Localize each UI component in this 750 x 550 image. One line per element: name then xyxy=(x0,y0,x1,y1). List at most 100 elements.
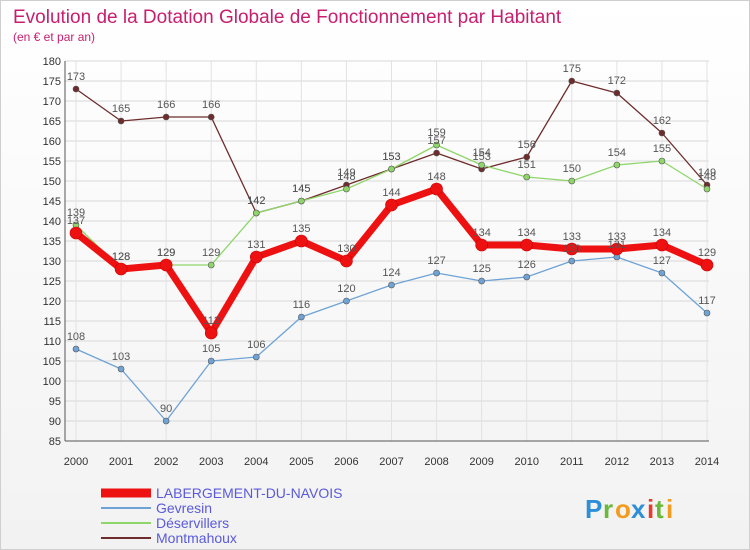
data-point xyxy=(117,117,125,125)
y-tick-label: 115 xyxy=(43,316,61,328)
data-label: 153 xyxy=(382,151,400,163)
data-label: 134 xyxy=(653,227,671,239)
x-tick-label: 2005 xyxy=(289,456,313,468)
data-point xyxy=(385,198,398,212)
data-point xyxy=(207,113,215,121)
y-tick-label: 125 xyxy=(43,276,61,288)
data-label: 144 xyxy=(382,187,400,199)
x-tick-label: 2004 xyxy=(244,456,268,468)
data-point xyxy=(523,273,531,281)
data-label: 172 xyxy=(608,75,626,87)
y-tick-label: 135 xyxy=(43,236,61,248)
data-point xyxy=(252,353,260,361)
data-point xyxy=(475,238,488,252)
data-label: 126 xyxy=(518,259,536,271)
x-tick-label: 2001 xyxy=(109,456,133,468)
y-tick-label: 175 xyxy=(43,76,61,88)
data-point xyxy=(117,365,125,373)
data-label: 145 xyxy=(292,183,310,195)
chart-title: Evolution de la Dotation Globale de Fonc… xyxy=(13,7,562,28)
data-point xyxy=(613,89,621,97)
legend-entry: Déservillers xyxy=(156,515,229,531)
data-label: 134 xyxy=(518,227,536,239)
data-label: 165 xyxy=(112,103,130,115)
data-label: 151 xyxy=(518,159,536,171)
series-lines xyxy=(69,77,714,425)
legend-entry: LABERGEMENT-DU-NAVOIS xyxy=(156,485,342,501)
data-point xyxy=(343,185,350,193)
data-point xyxy=(207,357,215,365)
data-label: 106 xyxy=(247,339,265,351)
data-label: 130 xyxy=(563,243,581,255)
data-label: 149 xyxy=(337,167,355,179)
logo-letter: x xyxy=(631,494,646,524)
data-label: 131 xyxy=(608,239,626,251)
data-point xyxy=(703,309,711,317)
y-tick-label: 85 xyxy=(49,436,61,448)
data-label: 116 xyxy=(293,299,311,311)
data-label: 156 xyxy=(518,139,536,151)
data-label: 128 xyxy=(112,251,130,263)
y-tick-label: 110 xyxy=(43,336,61,348)
data-point xyxy=(703,185,711,193)
y-tick-label: 180 xyxy=(43,56,61,68)
data-label: 148 xyxy=(337,171,355,183)
data-label: 133 xyxy=(563,231,581,243)
axes: 85 90 95 100 105 110 115 120 125 130 135 140 145 150 1… xyxy=(43,56,720,468)
data-point xyxy=(478,277,485,285)
data-label: 155 xyxy=(653,143,671,155)
data-point xyxy=(520,238,534,252)
logo-letter: o xyxy=(615,494,631,524)
data-point xyxy=(295,234,308,248)
data-point xyxy=(523,173,531,181)
data-label: 157 xyxy=(427,135,445,147)
data-point xyxy=(340,254,353,268)
x-tick-label: 2006 xyxy=(334,456,358,468)
data-label: 166 xyxy=(202,99,220,111)
logo-letter: r xyxy=(603,494,613,524)
data-label: 117 xyxy=(698,295,716,307)
x-tick-label: 2012 xyxy=(605,456,629,468)
data-label: 134 xyxy=(472,227,490,239)
data-label: 153 xyxy=(382,151,400,163)
y-tick-label: 170 xyxy=(43,96,61,108)
data-label: 148 xyxy=(427,171,445,183)
data-point xyxy=(658,269,666,277)
legend: LABERGEMENT-DU-NAVOISGevresinDéserviller… xyxy=(101,485,342,546)
data-label: 175 xyxy=(563,63,581,75)
y-tick-label: 130 xyxy=(43,256,61,268)
data-point xyxy=(523,153,531,161)
data-label: 120 xyxy=(337,283,355,295)
data-label: 129 xyxy=(698,247,716,259)
x-tick-label: 2000 xyxy=(64,456,88,468)
legend-entry: Gevresin xyxy=(156,500,212,516)
data-label: 124 xyxy=(382,267,400,279)
data-label: 127 xyxy=(427,255,445,267)
x-tick-label: 2008 xyxy=(424,456,448,468)
y-tick-label: 155 xyxy=(43,156,61,168)
logo-letter: i xyxy=(647,494,654,524)
data-point xyxy=(610,242,624,256)
data-point xyxy=(655,238,669,252)
data-point xyxy=(565,242,579,256)
x-tick-label: 2007 xyxy=(379,456,403,468)
data-label: 154 xyxy=(608,147,626,159)
data-label: 135 xyxy=(292,223,310,235)
x-tick-label: 2003 xyxy=(199,456,223,468)
logo-letter: P xyxy=(585,494,602,524)
data-point xyxy=(162,113,170,121)
data-point xyxy=(162,417,170,425)
data-point xyxy=(69,226,83,240)
data-label: 149 xyxy=(698,167,716,179)
y-tick-label: 160 xyxy=(43,136,61,148)
data-point xyxy=(430,182,443,196)
data-label: 142 xyxy=(247,195,265,207)
data-label: 125 xyxy=(472,263,490,275)
data-label: 90 xyxy=(160,403,172,415)
data-point xyxy=(207,261,215,269)
data-label: 150 xyxy=(563,163,581,175)
x-tick-label: 2009 xyxy=(469,456,493,468)
